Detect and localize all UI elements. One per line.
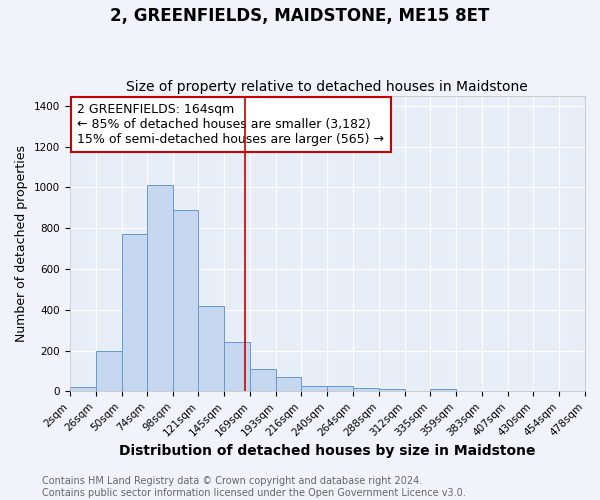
Bar xyxy=(70,388,95,392)
Bar xyxy=(430,390,456,392)
Bar xyxy=(173,210,199,392)
Bar xyxy=(224,342,250,392)
Text: 2, GREENFIELDS, MAIDSTONE, ME15 8ET: 2, GREENFIELDS, MAIDSTONE, ME15 8ET xyxy=(110,8,490,26)
Bar xyxy=(301,386,327,392)
Text: Contains HM Land Registry data © Crown copyright and database right 2024.
Contai: Contains HM Land Registry data © Crown c… xyxy=(42,476,466,498)
Title: Size of property relative to detached houses in Maidstone: Size of property relative to detached ho… xyxy=(127,80,528,94)
Bar xyxy=(148,186,173,392)
Bar xyxy=(122,234,148,392)
Text: 2 GREENFIELDS: 164sqm
← 85% of detached houses are smaller (3,182)
15% of semi-d: 2 GREENFIELDS: 164sqm ← 85% of detached … xyxy=(77,103,384,146)
Bar xyxy=(250,369,277,392)
X-axis label: Distribution of detached houses by size in Maidstone: Distribution of detached houses by size … xyxy=(119,444,536,458)
Bar xyxy=(199,306,224,392)
Y-axis label: Number of detached properties: Number of detached properties xyxy=(15,145,28,342)
Bar xyxy=(353,388,379,392)
Bar xyxy=(327,386,353,392)
Bar xyxy=(95,350,122,392)
Bar xyxy=(277,377,301,392)
Bar xyxy=(379,390,405,392)
